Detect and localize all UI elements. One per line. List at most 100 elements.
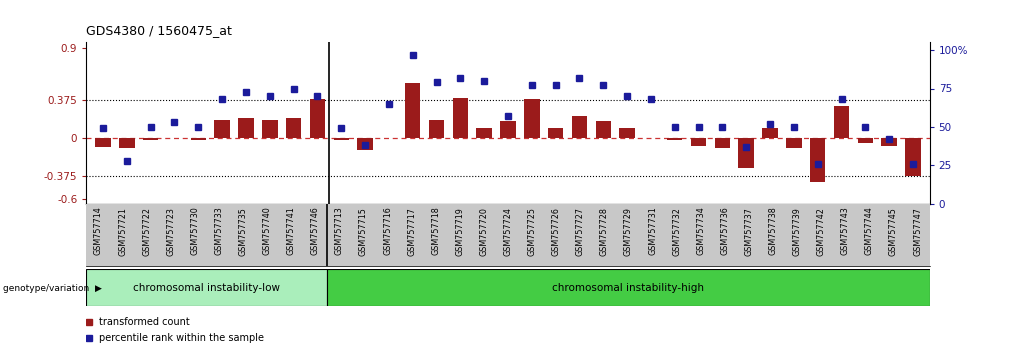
Text: GSM757722: GSM757722 (142, 207, 151, 256)
Text: GSM757715: GSM757715 (359, 207, 368, 256)
Text: GSM757737: GSM757737 (745, 207, 754, 256)
Text: GSM757747: GSM757747 (913, 207, 923, 256)
Bar (905, 204, 930, 267)
Text: GSM757720: GSM757720 (480, 207, 489, 256)
Bar (86, 269, 327, 306)
Bar (255, 204, 279, 267)
Bar (352, 204, 376, 267)
Bar (548, 128, 564, 138)
Bar (858, 204, 882, 267)
Bar (882, 138, 897, 146)
Bar (262, 120, 277, 138)
Bar (158, 204, 183, 267)
Text: GSM757729: GSM757729 (624, 207, 633, 256)
Bar (809, 204, 833, 267)
Text: genotype/variation  ▶: genotype/variation ▶ (3, 284, 102, 293)
Bar (496, 204, 520, 267)
Text: GSM757726: GSM757726 (552, 207, 561, 256)
Bar (452, 98, 468, 138)
Text: GSM757725: GSM757725 (527, 207, 536, 256)
Bar (834, 106, 849, 138)
Text: GSM757746: GSM757746 (311, 207, 320, 255)
Text: GSM757728: GSM757728 (599, 207, 609, 256)
Text: GSM757723: GSM757723 (167, 207, 175, 256)
Bar (785, 204, 809, 267)
Bar (520, 204, 545, 267)
Bar (279, 204, 303, 267)
Bar (714, 138, 731, 148)
Bar (424, 204, 448, 267)
Bar (572, 116, 587, 138)
Bar (737, 204, 761, 267)
Bar (327, 269, 930, 306)
Text: GSM757732: GSM757732 (673, 207, 681, 256)
Bar (568, 204, 592, 267)
Text: GSM757721: GSM757721 (118, 207, 127, 256)
Bar (448, 204, 471, 267)
Bar (183, 204, 207, 267)
Bar (96, 138, 111, 147)
Bar (882, 204, 905, 267)
Text: GSM757745: GSM757745 (889, 207, 898, 256)
Text: chromosomal instability-low: chromosomal instability-low (133, 282, 280, 293)
Bar (143, 138, 158, 140)
Bar (303, 204, 327, 267)
Bar (207, 204, 231, 267)
Text: GSM757713: GSM757713 (335, 207, 343, 255)
Text: GSM757724: GSM757724 (504, 207, 512, 256)
Bar (761, 204, 785, 267)
Bar (358, 138, 373, 150)
Bar (429, 120, 444, 138)
Bar (545, 204, 568, 267)
Bar (500, 121, 516, 138)
Bar (405, 83, 421, 138)
Text: chromosomal instability-high: chromosomal instability-high (553, 282, 704, 293)
Text: GSM757730: GSM757730 (190, 207, 199, 255)
Text: GSM757736: GSM757736 (720, 207, 729, 255)
Text: GSM757744: GSM757744 (865, 207, 874, 255)
Bar (214, 120, 230, 138)
Text: GSM757714: GSM757714 (93, 207, 103, 255)
Bar (691, 138, 706, 146)
Bar (689, 204, 713, 267)
Bar (231, 204, 255, 267)
Bar (119, 138, 134, 148)
Bar (310, 99, 325, 138)
Text: percentile rank within the sample: percentile rank within the sample (99, 333, 263, 343)
Bar (713, 204, 737, 267)
Text: GSM757731: GSM757731 (648, 207, 657, 255)
Bar (833, 204, 858, 267)
Bar (592, 204, 617, 267)
Bar (238, 118, 254, 138)
Bar (905, 138, 920, 176)
Bar (86, 204, 111, 267)
Bar (640, 204, 664, 267)
Text: GSM757719: GSM757719 (455, 207, 464, 256)
Bar (620, 128, 635, 138)
Bar (111, 204, 134, 267)
Text: GSM757717: GSM757717 (407, 207, 417, 256)
Text: GSM757740: GSM757740 (262, 207, 271, 255)
Text: GSM757734: GSM757734 (696, 207, 705, 255)
Text: GSM757739: GSM757739 (792, 207, 802, 256)
Text: GSM757738: GSM757738 (768, 207, 777, 255)
Bar (810, 138, 825, 182)
Bar (739, 138, 754, 168)
Bar (191, 138, 206, 140)
Bar (376, 204, 399, 267)
Bar (664, 204, 689, 267)
Text: GSM757718: GSM757718 (431, 207, 440, 255)
Bar (858, 138, 873, 143)
Bar (134, 204, 158, 267)
Text: GSM757741: GSM757741 (287, 207, 296, 255)
Text: GSM757733: GSM757733 (214, 207, 224, 255)
Bar (617, 204, 640, 267)
Text: GSM757716: GSM757716 (383, 207, 392, 255)
Bar (327, 204, 352, 267)
Bar (668, 138, 683, 140)
Text: GSM757743: GSM757743 (841, 207, 849, 255)
Text: GDS4380 / 1560475_at: GDS4380 / 1560475_at (86, 24, 233, 37)
Bar (477, 128, 492, 138)
Text: GSM757742: GSM757742 (817, 207, 826, 256)
Bar (595, 121, 611, 138)
